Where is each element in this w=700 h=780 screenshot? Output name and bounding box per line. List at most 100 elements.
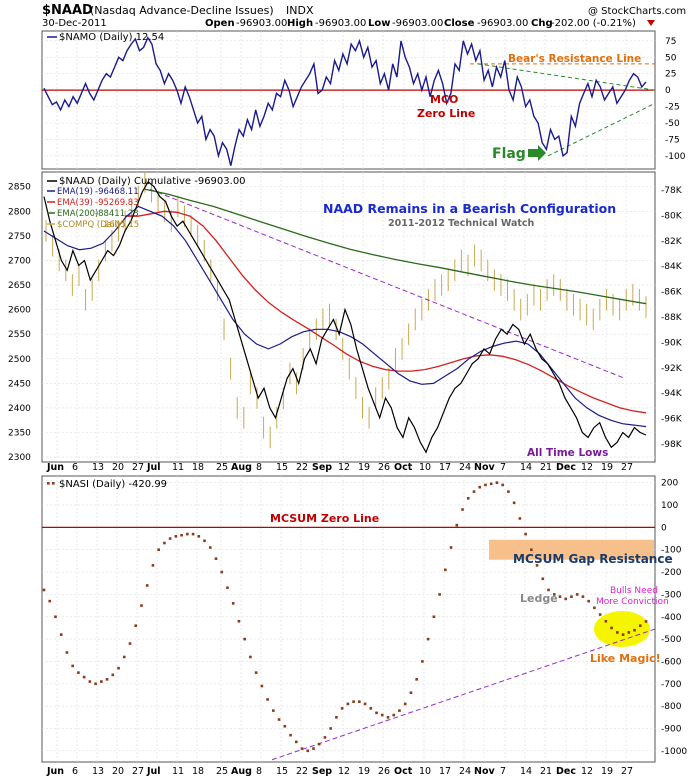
y-tick-label: -25 [665, 103, 680, 113]
namo-panel: 75 50 25 0 -25 -50 -75 -100 $NAMO (Daily) 12.54 B… [41, 30, 686, 170]
nasi-point [317, 742, 321, 746]
x-tick-label: 27 [132, 766, 144, 777]
x-tick-label: 19 [358, 462, 370, 473]
x-tick-label: Dec [556, 766, 576, 777]
nasi-point [530, 548, 533, 552]
nasi-point [564, 597, 568, 601]
nasi-point [403, 702, 407, 706]
x-tick-label: 22 [296, 766, 308, 777]
flag-label: Flag [492, 146, 526, 162]
nasi-point [409, 691, 413, 695]
y-tick-label-left: 2500 [8, 355, 31, 365]
ema200-line [144, 188, 647, 305]
nasi-point [226, 586, 229, 590]
naad-subhead: 2011-2012 Technical Watch [388, 218, 535, 229]
nasi-point [472, 490, 476, 493]
x-axis-labels: Jun 6 13 20 27 Jul 11 18 25 Aug 8 15 22 Sep 12 19 26 Oct 1… [46, 462, 633, 777]
nasi-point [323, 736, 327, 739]
nasi-point [208, 546, 212, 549]
nasi-point [587, 599, 590, 603]
nasi-point [168, 537, 172, 540]
nasi-point [277, 718, 281, 721]
x-tick-label: 13 [92, 462, 104, 473]
namo-title: $NAMO (Daily) 12.54 [59, 32, 164, 43]
y-tick-label: -600 [661, 657, 682, 667]
nasi-point [88, 680, 92, 683]
naad-title: $NAAD (Daily) Cumulative -96903.00 [59, 176, 246, 187]
x-tick-label: 26 [378, 462, 390, 473]
x-tick-label: 15 [276, 766, 288, 777]
nasi-point [203, 539, 206, 543]
y-tick-label-right: -94K [661, 389, 683, 399]
nasi-point [174, 535, 178, 538]
nasi-point [340, 707, 344, 710]
nasi-point [358, 700, 361, 703]
nasi-point [484, 483, 487, 487]
header-close-value: -96903.00 [477, 18, 528, 29]
y-tick-label-left: 2350 [8, 429, 31, 439]
nasi-point [157, 548, 160, 552]
y-tick-label-right: -78K [661, 186, 683, 196]
all-time-lows-label: All Time Lows [527, 447, 608, 459]
zero-line-label: Zero Line [417, 107, 475, 120]
bears-resistance-label: Bear's Resistance Line [508, 53, 641, 65]
nasi-point [415, 678, 418, 681]
legend-swatch [47, 482, 50, 485]
x-tick-label: Dec [556, 462, 576, 473]
y-tick-label: -100 [665, 152, 686, 162]
x-tick-label: 13 [92, 766, 104, 777]
y-tick-label: 50 [665, 53, 677, 63]
nasi-point [598, 613, 602, 616]
nasi-point [105, 678, 109, 681]
y-tick-label: -900 [661, 724, 682, 734]
nasi-point [593, 606, 596, 610]
nasi-point [432, 615, 436, 619]
nasi-point [363, 702, 367, 706]
nasi-point [426, 637, 430, 641]
nasi-point [145, 584, 149, 587]
x-tick-label: Nov [474, 766, 495, 777]
legend-value: -96468.11 [95, 187, 139, 197]
nasi-point [54, 615, 57, 619]
gap-resistance-box [489, 539, 654, 560]
x-tick-label: 22 [296, 462, 308, 473]
x-tick-label: Aug [231, 462, 252, 473]
y-tick-label: -75 [665, 135, 680, 145]
nasi-title: $NASI (Daily) -420.99 [59, 479, 167, 490]
legend-value: -95269.83 [95, 198, 139, 208]
header-date: 30-Dec-2011 [42, 18, 107, 29]
x-tick-label: 8 [256, 462, 262, 473]
header-low-value: -96903.00 [392, 18, 443, 29]
nasi-point [638, 624, 642, 628]
legend-name: EMA(19) [57, 187, 93, 197]
x-tick-label: 19 [601, 462, 613, 473]
y-tick-label: -50 [665, 119, 680, 129]
nasi-point [489, 482, 493, 486]
x-tick-label: 21 [540, 462, 552, 473]
x-tick-label: Jul [146, 462, 161, 473]
nasi-point [610, 626, 613, 630]
nasi-point [260, 684, 264, 688]
nasi-point [122, 655, 126, 659]
nasi-point [438, 593, 441, 596]
x-tick-label: Nov [474, 462, 495, 473]
nasi-point [42, 588, 46, 592]
y-tick-label-right: -80K [661, 211, 683, 221]
nasi-point [220, 570, 224, 574]
nasi-point [48, 599, 52, 603]
bulls-need-label: Bulls Need [610, 586, 658, 596]
header-exchange: INDX [286, 4, 314, 17]
nasi-point [627, 631, 631, 634]
mco-label: MCO [430, 93, 458, 106]
naad-headline: NAAD Remains in a Bearish Configuration [323, 201, 616, 216]
flag-upper-trendline [477, 63, 656, 91]
header-close-label: Close [444, 18, 475, 29]
nasi-point [186, 532, 189, 536]
x-tick-label: 6 [72, 766, 78, 777]
y-tick-label: -400 [661, 613, 682, 623]
nasi-point [535, 564, 539, 567]
y-tick-label: -500 [661, 635, 682, 645]
nasi-support-trendline [271, 628, 656, 761]
nasi-point [604, 619, 608, 623]
y-tick-label-right: -90K [661, 338, 683, 348]
